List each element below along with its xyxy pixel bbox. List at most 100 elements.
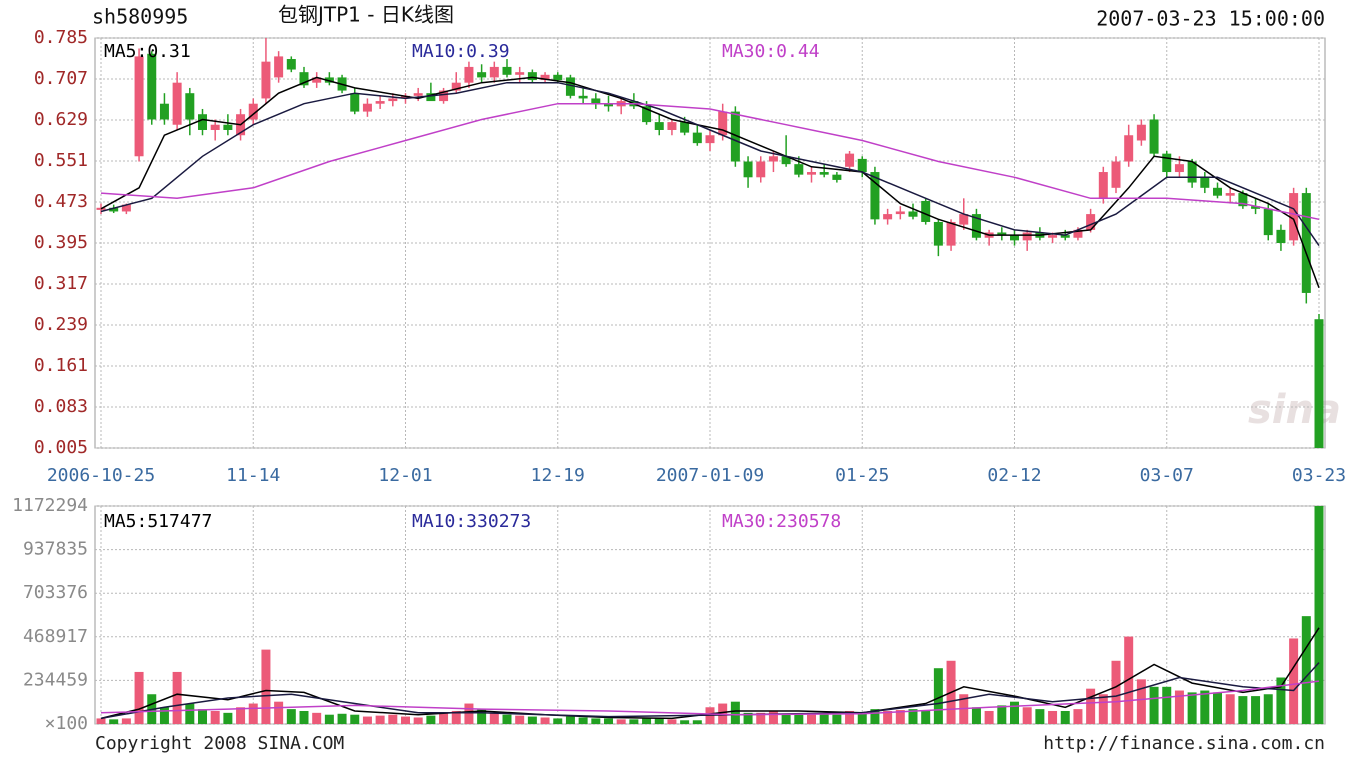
volume-tick-label: ×100 <box>45 713 88 734</box>
candle-body <box>159 103 169 120</box>
candle-body <box>1263 208 1273 236</box>
candle-body <box>439 90 449 102</box>
candle-body <box>807 172 816 175</box>
volume-bar <box>1187 692 1197 724</box>
candle-body <box>388 98 398 102</box>
volume-bar <box>984 710 994 724</box>
candle-body <box>692 132 702 144</box>
volume-bar <box>971 707 981 724</box>
volume-bar <box>1200 690 1210 724</box>
volume-bar <box>375 715 385 724</box>
x-tick-label: 12-01 <box>378 465 432 486</box>
volume-bar <box>515 715 525 724</box>
volume-bar <box>477 709 487 724</box>
volume-bar <box>680 720 690 724</box>
volume-bar <box>870 709 880 724</box>
volume-bar <box>933 668 943 724</box>
volume-tick-label: 234459 <box>23 669 88 690</box>
y-tick-label: 0.629 <box>34 109 88 130</box>
candle-body <box>1098 172 1108 199</box>
volume-bar <box>1289 638 1299 724</box>
candle-body <box>1111 161 1121 188</box>
volume-tick-label: 937835 <box>23 539 88 560</box>
candle-body <box>1136 124 1146 141</box>
volume-bar <box>832 714 842 724</box>
candle-body <box>553 74 563 81</box>
candle-body <box>819 172 829 175</box>
ma-line <box>100 627 1320 720</box>
volume-bar <box>895 710 905 724</box>
candle-body <box>350 93 360 112</box>
volume-bar <box>1098 694 1108 724</box>
volume-bar <box>337 713 347 724</box>
candle-body <box>1251 206 1261 209</box>
candle-body <box>933 221 943 246</box>
volume-bar <box>1073 709 1083 724</box>
candle-body <box>1174 164 1184 173</box>
x-tick-label: 2006-10-25 <box>47 465 155 486</box>
candle-body <box>768 156 778 162</box>
x-tick-label: 03-07 <box>1140 465 1194 486</box>
candle-body <box>413 93 423 96</box>
candle-body <box>477 72 487 78</box>
candle-body <box>578 95 588 99</box>
volume-bar <box>223 712 233 724</box>
volume-bar <box>667 719 677 724</box>
volume-bar <box>730 701 740 724</box>
candle-body <box>527 72 537 81</box>
x-tick-label: 12-19 <box>531 465 585 486</box>
candle-body <box>172 82 182 125</box>
candle-body <box>540 74 550 81</box>
watermark: sina <box>1248 387 1341 433</box>
volume-bar <box>768 710 778 724</box>
candle-body <box>489 66 499 78</box>
volume-bar <box>908 709 918 724</box>
volume-bar <box>312 712 322 724</box>
candle-body <box>185 93 195 120</box>
candle-body <box>1187 161 1197 183</box>
y-tick-label: 0.551 <box>34 150 88 171</box>
volume-bar <box>527 716 537 724</box>
candle-body <box>756 161 766 178</box>
volume-bar <box>1213 692 1222 724</box>
candle-body <box>312 77 322 83</box>
candle-body <box>1276 229 1286 243</box>
candle-body <box>1073 229 1083 238</box>
candle-body <box>832 174 842 180</box>
volume-bar <box>109 719 119 724</box>
volume-bar <box>743 712 753 724</box>
volume-bar <box>439 712 449 724</box>
volume-tick-label: 468917 <box>23 626 88 647</box>
volume-bar <box>997 705 1007 724</box>
candle-body <box>223 124 233 130</box>
x-tick-label: 01-25 <box>835 465 889 486</box>
candle-body <box>705 135 715 144</box>
candle-body <box>1060 235 1070 238</box>
volume-bar <box>807 712 816 724</box>
candle-body <box>1162 153 1172 173</box>
candle-body <box>198 114 207 130</box>
candle-body <box>451 82 461 91</box>
x-tick-label: 11-14 <box>226 465 280 486</box>
y-tick-label: 0.707 <box>34 68 88 89</box>
volume-bar <box>362 716 372 724</box>
volume-bar <box>1174 690 1184 724</box>
y-tick-label: 0.473 <box>34 191 88 212</box>
volume-bar <box>134 671 144 724</box>
legend-entry: MA10:0.39 <box>412 41 510 62</box>
stock-code: sh580995 <box>92 5 188 29</box>
volume-bar <box>883 710 893 724</box>
volume-bar <box>286 709 296 724</box>
volume-bar <box>299 710 309 724</box>
candle-body <box>1301 193 1311 293</box>
candle-body <box>147 53 157 120</box>
volume-bar <box>502 714 512 724</box>
y-tick-label: 0.785 <box>34 27 88 48</box>
volume-bar <box>1162 686 1172 724</box>
volume-bar <box>1048 710 1058 724</box>
volume-bar <box>629 719 639 724</box>
volume-bar <box>1301 616 1311 724</box>
candle-body <box>908 211 918 217</box>
volume-bar <box>591 718 601 724</box>
